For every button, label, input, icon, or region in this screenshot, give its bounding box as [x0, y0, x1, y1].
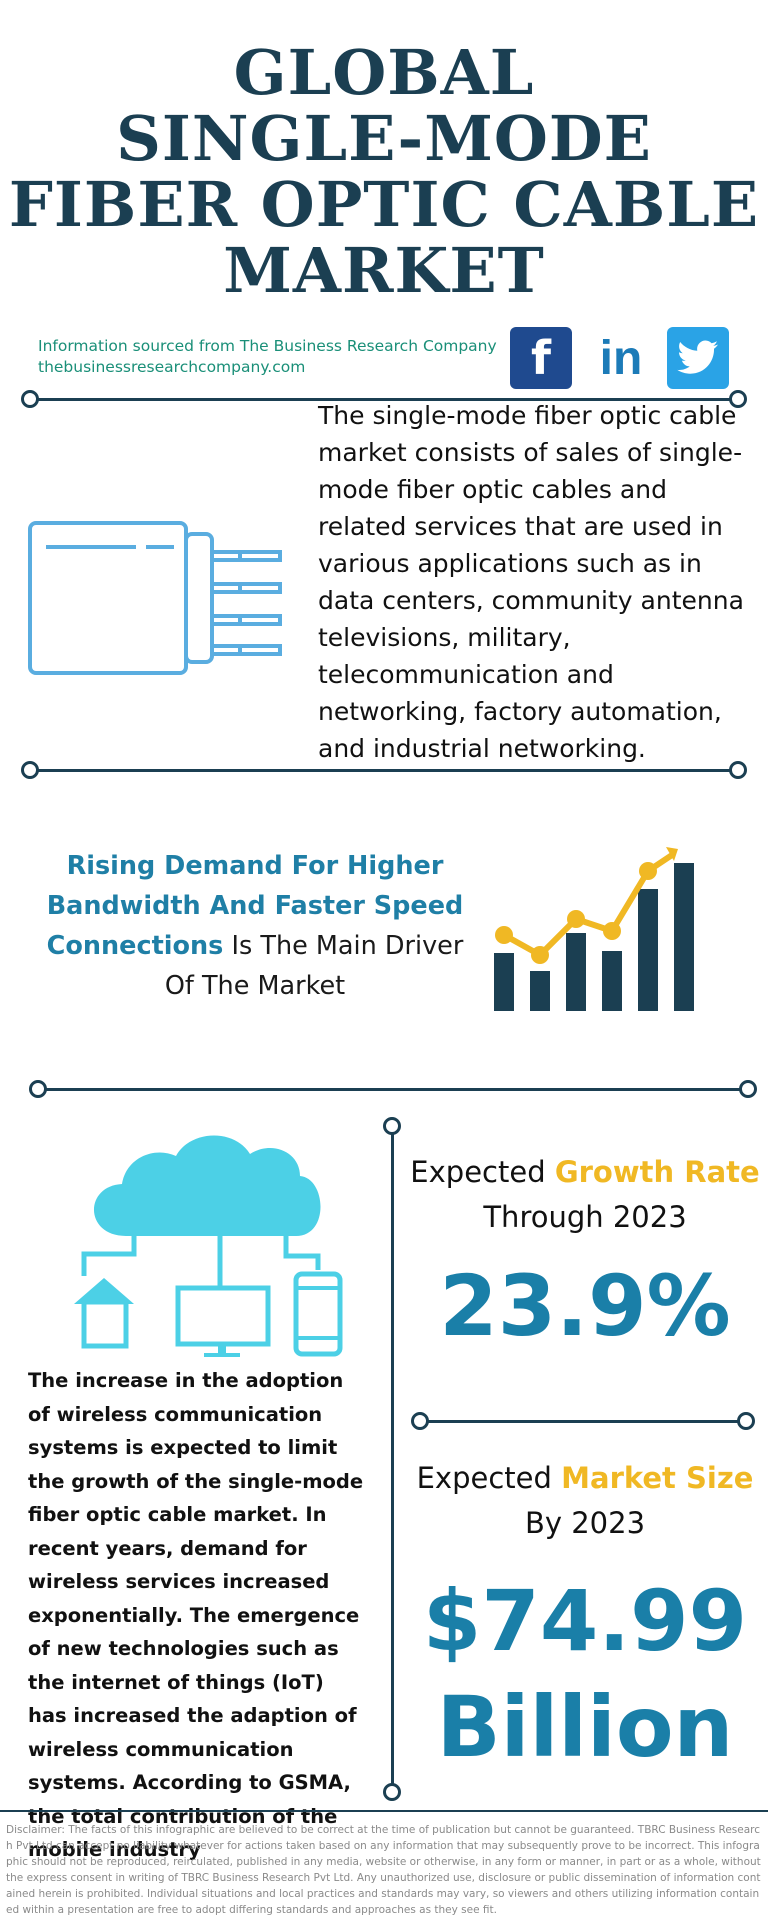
market-size-label: Expected Market Size By 2023 [405, 1456, 765, 1546]
divider-endpoint [21, 390, 39, 408]
growth-rate-value: 23.9% [439, 1257, 731, 1355]
divider-endpoint [411, 1412, 429, 1430]
market-size-amount: $74.99 [422, 1572, 748, 1670]
cloud-network-icon [74, 1135, 343, 1357]
divider-endpoint [29, 1080, 47, 1098]
divider-endpoint [383, 1783, 401, 1801]
growth-rate-label: Expected Growth Rate Through 2023 [405, 1150, 765, 1240]
divider-endpoint [383, 1117, 401, 1135]
title-line-2: SINGLE-MODE [116, 102, 652, 175]
linkedin-icon[interactable]: in [590, 327, 652, 389]
intro-paragraph: The single-mode fiber optic cable market… [318, 401, 744, 763]
fiber-cable-icon [28, 521, 282, 675]
facebook-glyph: f [530, 331, 551, 385]
divider-line [420, 1420, 746, 1423]
market-size-unit: Billion [436, 1678, 734, 1776]
title-line-4: MARKET [223, 234, 545, 307]
market-size-value: $74.99 Billion [405, 1568, 765, 1780]
divider-line [30, 769, 738, 772]
linkedin-glyph: in [599, 331, 643, 385]
divider-endpoint [737, 1412, 755, 1430]
twitter-icon[interactable] [667, 327, 729, 389]
footer-divider [0, 1810, 768, 1812]
market-driver: Rising Demand For Higher Bandwidth And F… [40, 846, 470, 1006]
driver-highlight: Rising Demand For Higher Bandwidth And F… [46, 851, 464, 961]
market-label-prefix: Expected [416, 1461, 562, 1495]
source-info: Information sourced from The Business Re… [38, 336, 497, 378]
divider-endpoint [729, 390, 747, 408]
market-label-highlight: Market Size [561, 1461, 754, 1495]
disclaimer: Disclaimer: The facts of this infographi… [6, 1824, 761, 1916]
driver-rest: Is The Main Driver Of The Market [164, 931, 464, 1001]
growth-label-suffix: Through 2023 [483, 1200, 687, 1234]
growth-bar-chart-icon [494, 847, 694, 1011]
source-url[interactable]: thebusinessresearchcompany.com [38, 358, 306, 376]
facebook-icon[interactable]: f [510, 327, 572, 389]
growth-label-prefix: Expected [410, 1155, 555, 1189]
divider-endpoint [739, 1080, 757, 1098]
title-line-1: GLOBAL [233, 36, 535, 109]
source-line: Information sourced from The Business Re… [38, 337, 497, 355]
divider-line [30, 398, 738, 401]
vertical-divider [391, 1127, 394, 1789]
divider-endpoint [21, 761, 39, 779]
market-label-suffix: By 2023 [524, 1506, 646, 1540]
title-line-3: FIBER OPTIC CABLE [8, 168, 760, 241]
page-title: GLOBAL SINGLE-MODE FIBER OPTIC CABLE MAR… [0, 40, 768, 304]
growth-label-highlight: Growth Rate [554, 1155, 760, 1189]
divider-line [38, 1088, 748, 1091]
divider-endpoint [729, 761, 747, 779]
restraint-paragraph: The increase in the adoption of wireless… [28, 1369, 364, 1861]
twitter-bird-icon [677, 340, 718, 374]
